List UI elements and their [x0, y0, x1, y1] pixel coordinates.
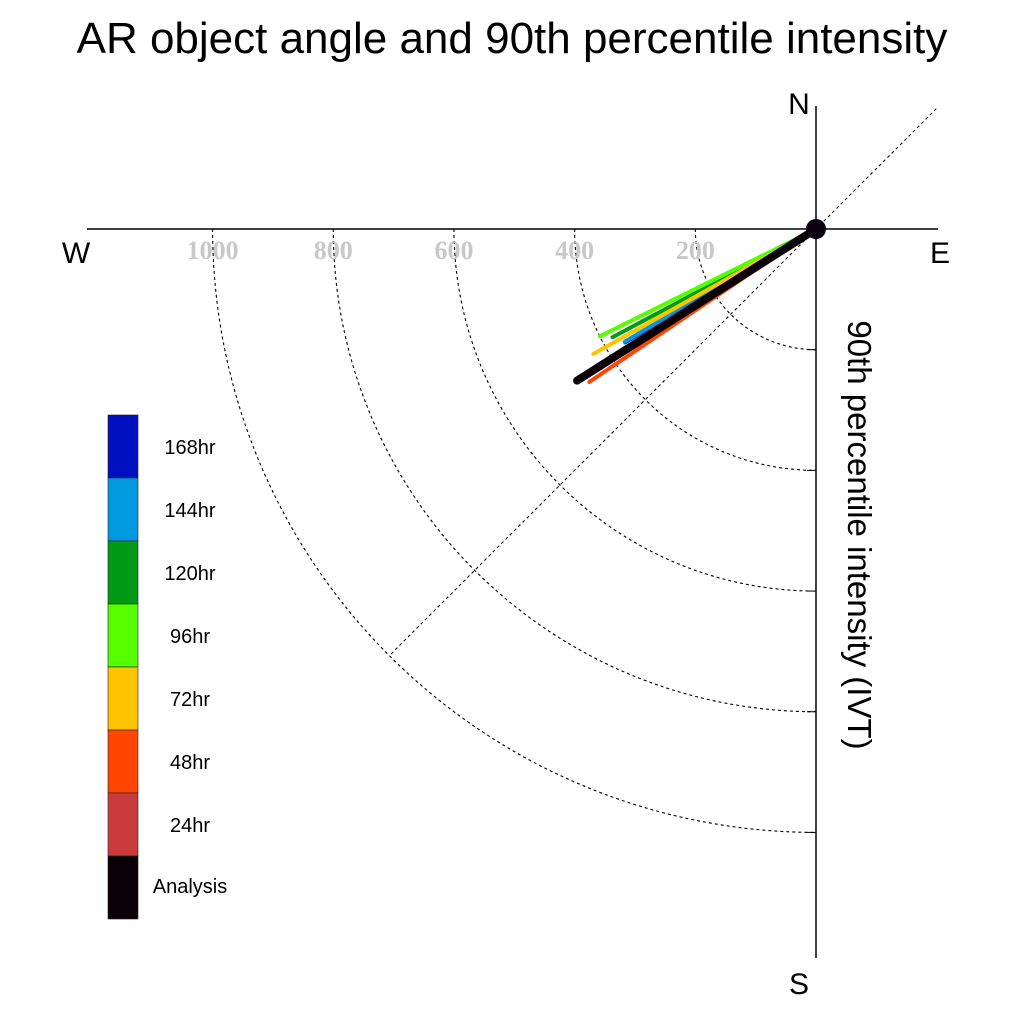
legend-label-72hr: 72hr: [170, 689, 210, 711]
compass-axes: [87, 106, 938, 958]
radial-ring-200: [694, 228, 817, 351]
intensity-axis-title: 90th percentile intensity (IVT): [841, 320, 878, 749]
compass-south-label: S: [789, 968, 809, 1001]
legend-label-120hr: 120hr: [164, 563, 215, 585]
radial-tick-label-800: 800: [314, 236, 353, 265]
legend-swatch-120hr: [107, 540, 139, 605]
radial-ring-800: [332, 228, 817, 713]
diagonal-reference-line: [388, 108, 937, 657]
legend-swatch-144hr: [107, 477, 139, 542]
radial-ring-1000: [212, 228, 817, 833]
polar-grid: 200 400 600 800 1000: [187, 108, 937, 833]
vector-series: [573, 219, 826, 385]
compass-north-label: N: [788, 88, 810, 121]
compass-east-label: E: [930, 237, 950, 270]
radial-tick-label-200: 200: [676, 236, 715, 265]
vector-96hr: [597, 227, 818, 339]
chart-title: AR object angle and 90th percentile inte…: [76, 14, 948, 63]
legend-swatch-24hr: [107, 792, 139, 857]
radial-tick-label-400: 400: [555, 236, 594, 265]
compass-west-label: W: [62, 237, 91, 270]
vector-analysis: [573, 225, 820, 385]
legend-label-analysis: Analysis: [153, 876, 227, 898]
legend-label-168hr: 168hr: [164, 437, 215, 459]
legend-swatch-48hr: [107, 729, 139, 794]
radial-tick-label-1000: 1000: [187, 236, 239, 265]
legend-swatch-168hr: [107, 414, 139, 479]
legend-swatch-72hr: [107, 666, 139, 731]
legend-swatch-analysis: [107, 855, 139, 920]
radial-ring-400: [574, 228, 817, 471]
legend-label-24hr: 24hr: [170, 815, 210, 837]
legend-swatch-96hr: [107, 603, 139, 668]
origin-point: [806, 219, 826, 239]
legend: 168hr 144hr 120hr 96hr 72hr 48hr 24hr Analysis: [107, 414, 227, 920]
legend-label-144hr: 144hr: [164, 500, 215, 522]
radial-ring-600: [453, 228, 817, 592]
radial-tick-label-600: 600: [434, 236, 473, 265]
legend-label-96hr: 96hr: [170, 626, 210, 648]
legend-label-48hr: 48hr: [170, 752, 210, 774]
